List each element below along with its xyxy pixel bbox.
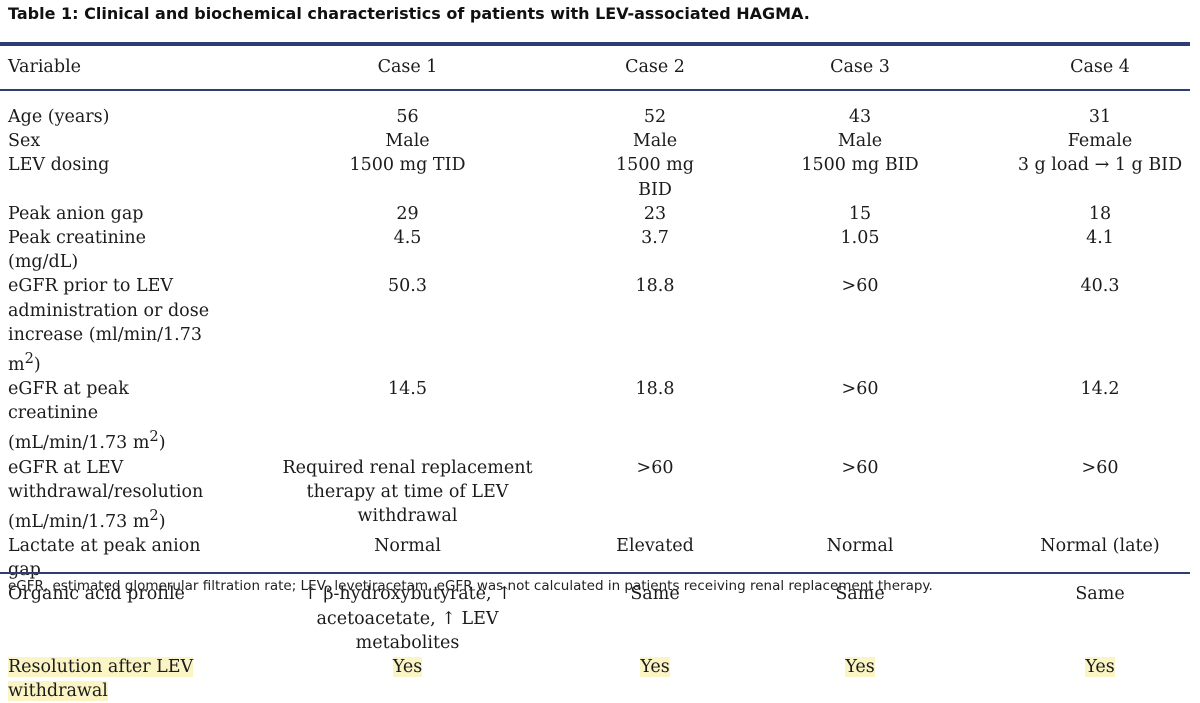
cell-case-3: >60: [841, 276, 879, 297]
cell-case-2: 1500 mg BID: [616, 155, 694, 200]
row-label: Peak anion gap: [8, 203, 144, 224]
cell-case-1: 14.5: [388, 379, 427, 400]
cell-case-3: Normal: [826, 535, 894, 556]
row-label: Age (years): [8, 107, 110, 127]
cell-case-4: 18: [1088, 203, 1112, 224]
cell-case-2: Elevated: [616, 535, 694, 556]
table-row: Sex Male Male Male Female: [0, 129, 1190, 153]
cell-case-3: Male: [837, 131, 883, 152]
highlighted-label-line: withdrawal: [8, 681, 108, 702]
cell-case-1: Normal: [374, 535, 441, 556]
table-row: Peak anion gap 29 23 15 18: [0, 202, 1190, 226]
row-label: Peak creatinine (mg/dL): [8, 228, 147, 273]
table-footnote: eGFR, estimated glomerular filtration ra…: [8, 578, 933, 594]
cell-case-3: 15: [848, 203, 872, 224]
row-label: Organic acid profile: [8, 584, 185, 605]
cell-case-2: Male: [632, 131, 678, 152]
cell-case-2: 18.8: [635, 276, 675, 297]
cell-case-1: Required renal replacement therapy at tim…: [282, 457, 533, 526]
header-variable: Variable: [8, 57, 82, 77]
highlighted-value: Yes: [640, 656, 670, 677]
row-label: eGFR at LEV withdrawal/resolution (mL/min/…: [8, 457, 204, 532]
cell-case-4: 14.2: [1080, 379, 1120, 400]
table-row: eGFR at peak creatinine (mL/min/1.73 m2) …: [0, 377, 1190, 455]
row-label: Lactate at peak anion gap: [8, 535, 201, 581]
cell-case-1: Yes: [215, 655, 600, 703]
row-label: Sex: [8, 131, 41, 152]
cell-case-1: 1500 mg TID: [349, 155, 466, 176]
cell-case-4: Female: [1067, 131, 1133, 152]
table-row: eGFR prior to LEV administration or dose i…: [0, 274, 1190, 377]
header-case-3: Case 3: [830, 57, 890, 77]
cell-case-2: Same: [630, 584, 680, 605]
header-case-2: Case 2: [625, 57, 685, 77]
cell-case-3: >60: [841, 457, 879, 478]
header-case-4: Case 4: [1070, 57, 1130, 77]
characteristics-table: Variable Case 1 Case 2 Case 3 Case 4 Age…: [0, 55, 1190, 703]
cell-case-2: 23: [643, 203, 667, 224]
row-label: eGFR prior to LEV administration or dose i…: [8, 276, 210, 375]
table-row: Age (years) 56 52 43 31: [0, 105, 1190, 129]
top-rule: [0, 42, 1190, 46]
cell-case-2: >60: [636, 457, 674, 478]
cell-case-3: 43: [848, 107, 872, 127]
highlighted-label-line: Resolution after LEV: [8, 656, 194, 677]
cell-case-4: 3 g load → 1 g BID: [1017, 155, 1183, 176]
row-label: LEV dosing: [8, 155, 110, 176]
cell-case-2: 3.7: [641, 228, 669, 249]
header-case-1: Case 1: [377, 57, 438, 77]
row-label: eGFR at peak creatinine (mL/min/1.73 m2): [8, 379, 166, 454]
cell-case-1: 29: [396, 203, 419, 224]
cell-case-4: Normal (late): [1040, 535, 1160, 556]
cell-case-3: >60: [841, 379, 879, 400]
highlighted-value: Yes: [1085, 656, 1115, 677]
cell-case-4: 31: [1088, 107, 1112, 127]
table-caption: Table 1: Clinical and biochemical charac…: [8, 4, 810, 23]
highlighted-value: Yes: [845, 656, 875, 677]
cell-case-1: Male: [385, 131, 430, 152]
header-rule: [0, 89, 1190, 91]
cell-case-3: 1.05: [840, 228, 880, 249]
cell-case-4: 40.3: [1080, 276, 1120, 297]
cell-case-2: Yes: [600, 655, 710, 703]
table-row: LEV dosing 1500 mg TID 1500 mg BID 1500 …: [0, 153, 1190, 201]
cell-case-4: Yes: [1010, 655, 1190, 703]
cell-case-2: 18.8: [635, 379, 675, 400]
bottom-rule: [0, 572, 1190, 574]
table-row: Lactate at peak anion gap Normal Elevate…: [0, 534, 1190, 582]
header-row: Variable Case 1 Case 2 Case 3 Case 4: [0, 55, 1190, 83]
cell-case-3: Same: [835, 584, 885, 605]
cell-case-4: 4.1: [1086, 228, 1114, 249]
highlighted-value: Yes: [392, 656, 423, 677]
cell-case-1: 50.3: [388, 276, 427, 297]
table-row: Peak creatinine (mg/dL) 4.5 3.7 1.05 4.1: [0, 226, 1190, 274]
cell-case-4: >60: [1081, 457, 1119, 478]
row-label: Resolution after LEV withdrawal: [0, 655, 215, 703]
table-row-highlighted: Resolution after LEV withdrawal Yes Yes Y…: [0, 655, 1190, 703]
cell-case-1: 56: [396, 107, 419, 127]
cell-case-2: 52: [643, 107, 667, 127]
cell-case-3: Yes: [710, 655, 1010, 703]
cell-case-1: 4.5: [393, 228, 422, 249]
cell-case-3: 1500 mg BID: [801, 155, 919, 176]
cell-case-4: Same: [1075, 584, 1125, 605]
table-row: eGFR at LEV withdrawal/resolution (mL/min/…: [0, 456, 1190, 534]
